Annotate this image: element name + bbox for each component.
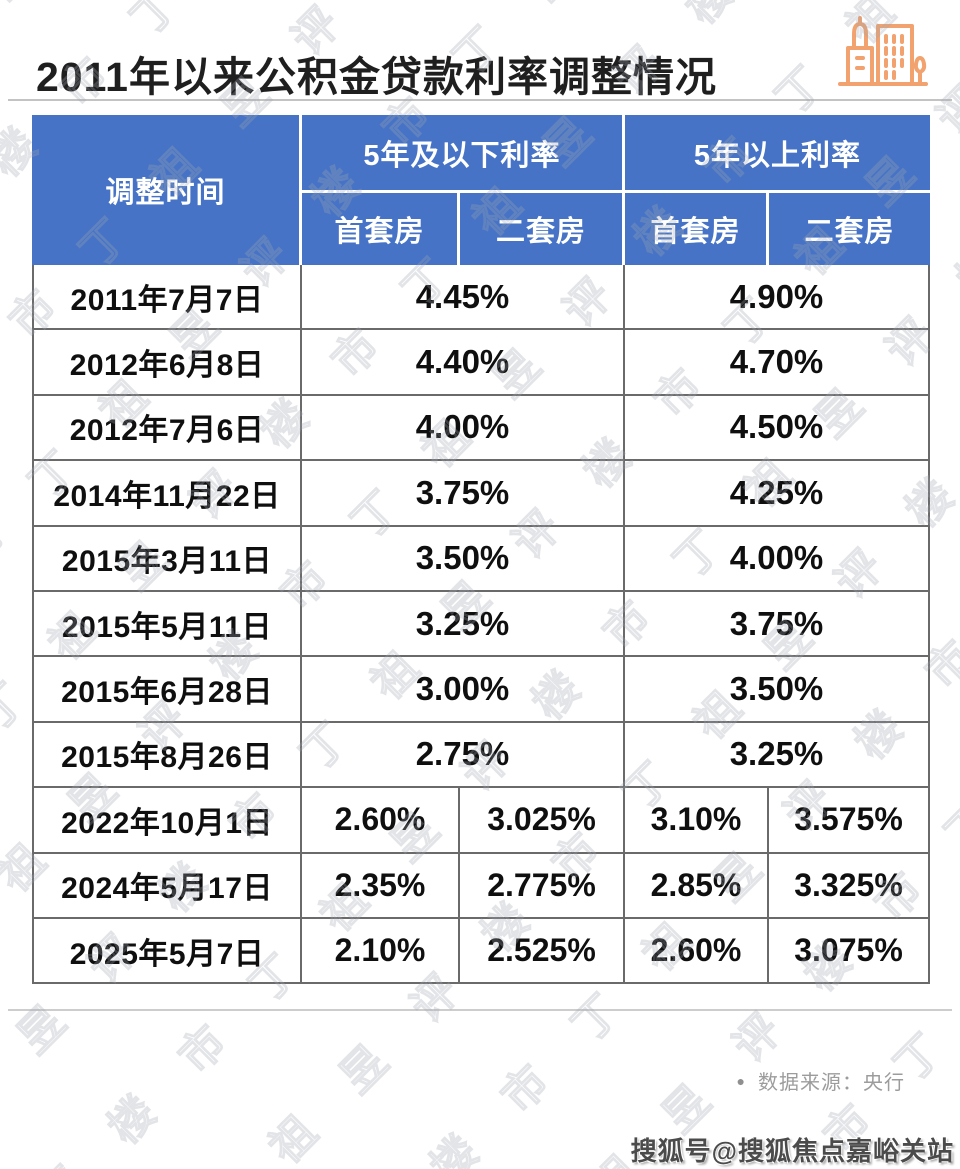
rate-cell-under5: 3.75% [302,461,625,525]
rate-cell-over5: 3.75% [729,604,824,642]
rate-cell-over5-second: 3.075% [794,932,903,969]
table-row: 2012年6月8日 4.40% 4.70% [34,330,928,396]
rate-cell-over5: 3.50% [729,670,824,708]
rate-cell-under5-first: 2.35% [302,853,460,917]
date-cell: 2022年10月1日 [34,788,302,852]
date-cell: 2015年3月11日 [34,526,302,590]
date-cell: 2012年6月8日 [34,330,302,394]
header-cell-over5-second: 二套房 [769,190,930,265]
rate-cell-over5: 4.25% [729,473,824,511]
table-row: 2024年5月17日 2.35% 2.775% 2.85% 3.325% [34,853,928,919]
rates-table: 调整时间 5年及以下利率 5年以上利率 首套房 二套房 首套房 二套房 2011… [32,115,930,985]
table-row: 2015年6月28日 3.00% 3.50% [34,657,928,723]
rate-cell-over5: 4.00% [729,539,824,577]
rate-cell-over5-first: 2.60% [625,918,769,983]
sohu-credit: 搜狐号@搜狐焦点嘉峪关站 [630,1136,954,1166]
rate-cell-under5: 3.50% [302,526,625,590]
header-cell-time: 调整时间 [32,115,302,265]
rate-cell-over5: 3.25% [729,735,824,773]
table-row: 2015年5月11日 3.25% 3.75% [34,591,928,658]
table-body: 2011年7月7日 4.45% 4.90% 2012年6月8日 4.40% 4.70% 20… [32,265,930,985]
data-source-label: 数据来源：央行 [758,1072,905,1094]
table-row: 2025年5月7日 2.10% 2.525% 2.60% 3.075% [34,918,928,983]
rate-cell-under5-second: 3.025% [460,788,625,852]
header-cell-under5-second: 二套房 [460,190,625,265]
header-cell-under5-first: 首套房 [302,190,460,265]
table-row: 2012年7月6日 4.00% 4.50% [34,395,928,462]
page-title: 2011年以来公积金贷款利率调整情况 [36,54,717,101]
bullet-icon: ● [736,1072,746,1089]
date-cell: 2025年5月7日 [34,918,302,983]
date-cell: 2011年7月7日 [34,265,302,329]
rate-cell-under5: 4.45% [302,265,625,329]
date-cell: 2015年5月11日 [34,591,302,656]
rate-cell-under5: 2.75% [302,722,625,787]
rate-cell-under5-second: 2.525% [460,918,625,983]
rate-cell-over5-second: 3.575% [794,801,903,838]
buildings-icon [836,14,932,97]
rate-cell-under5-first: 2.60% [302,788,460,852]
rate-cell-under5: 3.25% [302,591,625,656]
rate-cell-over5: 4.50% [729,408,824,446]
date-cell: 2014年11月22日 [34,461,302,525]
date-cell: 2015年8月26日 [34,722,302,787]
table-header: 调整时间 5年及以下利率 5年以上利率 首套房 二套房 首套房 二套房 [32,115,930,265]
table-row: 2022年10月1日 2.60% 3.025% 3.10% 3.575% [34,788,928,854]
date-cell: 2024年5月17日 [34,853,302,917]
rate-cell-under5-first: 2.10% [302,918,460,983]
rate-cell-over5: 4.70% [729,343,824,381]
rate-cell-over5-first: 2.85% [625,853,769,917]
data-source: ● 数据来源：央行 [737,1066,905,1095]
rate-cell-under5: 4.40% [302,330,625,394]
rate-cell-over5-first: 3.10% [625,788,769,852]
footer-divider [8,1009,952,1011]
rate-cell-over5-second: 3.325% [794,866,903,903]
date-cell: 2012年7月6日 [34,395,302,460]
table-row: 2015年8月26日 2.75% 3.25% [34,722,928,789]
header-cell-under5-group: 5年及以下利率 [302,115,625,190]
rate-cell-over5: 4.90% [729,277,824,315]
header-cell-over5-first: 首套房 [625,190,769,265]
rate-cell-under5: 4.00% [302,395,625,460]
table-row: 2011年7月7日 4.45% 4.90% [34,265,928,331]
header-cell-over5-group: 5年以上利率 [693,139,862,172]
title-divider [8,99,952,101]
rate-cell-under5-second: 2.775% [460,853,625,917]
date-cell: 2015年6月28日 [34,657,302,721]
table-row: 2014年11月22日 3.75% 4.25% [34,461,928,527]
table-row: 2015年3月11日 3.50% 4.00% [34,526,928,592]
rate-cell-under5: 3.00% [302,657,625,721]
